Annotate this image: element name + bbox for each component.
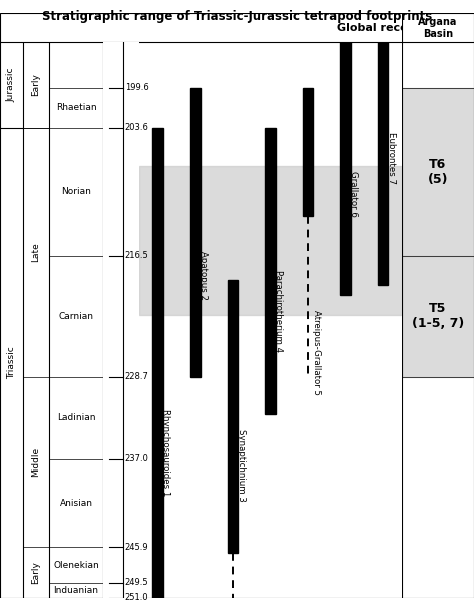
Text: Jurassic: Jurassic [7,68,16,102]
Text: Anisian: Anisian [60,499,92,508]
Text: Carnian: Carnian [59,312,93,321]
Text: Stratigraphic range of Triassic-Jurassic tetrapod footprints: Stratigraphic range of Triassic-Jurassic… [42,10,432,23]
Bar [190,88,201,376]
Text: 216.5: 216.5 [125,251,148,260]
Text: Late: Late [31,242,40,262]
Text: 251.0: 251.0 [125,594,148,602]
Bar [228,280,238,553]
Text: Ma: Ma [105,22,123,33]
Text: Rhaetian: Rhaetian [56,103,96,113]
Text: Olenekian: Olenekian [53,560,99,569]
Text: 237.0: 237.0 [125,454,148,463]
Text: Synaptichnium 3: Synaptichnium 3 [237,429,246,502]
Bar [402,88,474,255]
Text: Atreipus-Grallator 5: Atreipus-Grallator 5 [312,310,321,395]
Text: Ladinian: Ladinian [57,413,95,422]
Bar [378,42,388,286]
Text: Early: Early [31,74,40,96]
Text: 203.6: 203.6 [125,123,148,132]
Bar [303,88,313,216]
Text: 245.9: 245.9 [125,543,148,552]
Text: 199.6: 199.6 [125,83,148,93]
Text: 249.5: 249.5 [125,578,148,587]
Text: T6
(5): T6 (5) [428,158,448,186]
Bar [402,255,474,376]
Bar [139,166,402,315]
Text: Eubrontes 7: Eubrontes 7 [387,132,396,183]
Text: Early: Early [31,561,40,584]
Text: Norian: Norian [61,187,91,196]
Text: Induanian: Induanian [54,586,99,595]
Text: Grallator 6: Grallator 6 [349,171,358,217]
Text: Middle: Middle [31,447,40,477]
Text: T5
(1-5, 7): T5 (1-5, 7) [412,302,464,330]
Bar [340,42,351,295]
Text: 228.7: 228.7 [125,372,148,381]
Bar [153,128,163,598]
Text: Rhynchosauroides 1: Rhynchosauroides 1 [162,410,171,497]
Text: Triassic: Triassic [7,346,16,379]
Bar [265,128,276,414]
Text: Argana
Basin: Argana Basin [418,17,458,39]
Text: Global record: Global record [337,23,421,33]
Text: Apatopus 2: Apatopus 2 [199,250,208,299]
Text: Parachirotherium 4: Parachirotherium 4 [274,270,283,353]
